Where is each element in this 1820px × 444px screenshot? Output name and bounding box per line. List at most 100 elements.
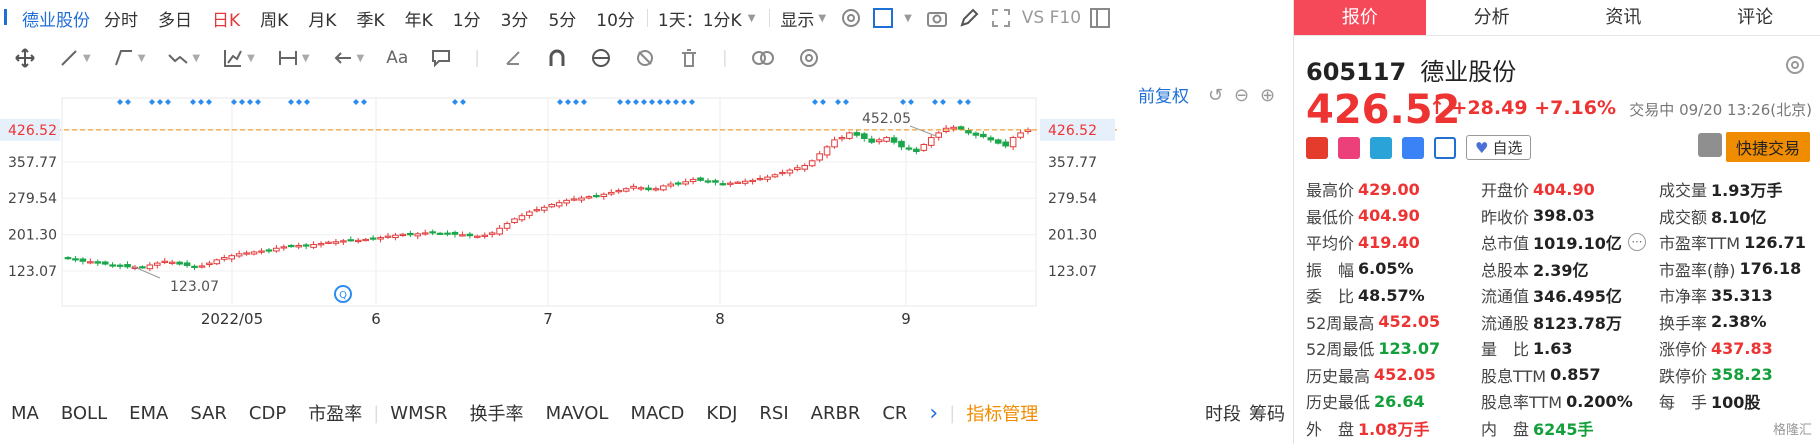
flash-icon[interactable]	[1338, 136, 1360, 159]
indicator-SAR[interactable]: SAR	[190, 402, 227, 424]
lock-drawings-icon[interactable]	[590, 47, 612, 69]
interval-select[interactable]: 1天：1分K	[657, 10, 742, 31]
indicator-WMSR[interactable]: WMSR	[390, 402, 448, 424]
indicator-KDJ[interactable]: KDJ	[706, 402, 738, 424]
event-marker[interactable]	[908, 99, 914, 105]
pencil-icon[interactable]	[958, 7, 980, 29]
side-tab-时段[interactable]: 时段	[1205, 404, 1241, 425]
event-marker[interactable]	[255, 99, 261, 105]
compare-icon[interactable]	[750, 47, 776, 69]
event-marker[interactable]	[304, 99, 310, 105]
event-marker[interactable]	[157, 99, 163, 105]
event-marker[interactable]	[673, 99, 679, 105]
comment-tool-icon[interactable]	[430, 47, 452, 69]
indicator-CR[interactable]: CR	[882, 402, 908, 424]
event-marker[interactable]	[573, 99, 579, 105]
event-marker[interactable]	[625, 99, 631, 105]
indicator-manage-button[interactable]: 指标管理	[966, 404, 1039, 425]
move-icon[interactable]	[14, 47, 36, 69]
indicator-CDP[interactable]: CDP	[248, 402, 287, 424]
wave-tool-icon[interactable]: ▼	[167, 47, 200, 69]
period-1[interactable]: 分时	[104, 10, 138, 31]
event-marker[interactable]	[125, 99, 131, 105]
event-marker[interactable]	[361, 99, 367, 105]
period-11[interactable]: 10分	[596, 10, 635, 31]
tab-news[interactable]: 资讯	[1605, 7, 1642, 28]
period-10[interactable]: 5分	[548, 10, 577, 31]
event-marker[interactable]	[165, 99, 171, 105]
event-marker[interactable]	[843, 99, 849, 105]
event-marker[interactable]	[581, 99, 587, 105]
panel-toggle-icon[interactable]	[1089, 7, 1111, 29]
vs-f10-button[interactable]: VS F10	[1021, 8, 1082, 28]
event-marker[interactable]	[932, 99, 938, 105]
event-marker[interactable]	[353, 99, 359, 105]
fib-tool-icon[interactable]: ▼	[222, 47, 255, 69]
event-marker[interactable]	[681, 99, 687, 105]
period-9[interactable]: 3分	[500, 10, 529, 31]
tag-icon[interactable]	[1402, 136, 1424, 159]
event-marker[interactable]	[452, 99, 458, 105]
indicator-EMA[interactable]: EMA	[129, 402, 169, 424]
event-marker[interactable]	[231, 99, 237, 105]
kline-chart[interactable]: 426.52 426.52 357.77 357.77 279.54 279.54 201.…	[0, 76, 1293, 384]
camera-icon[interactable]	[926, 7, 948, 29]
drawing-settings-icon[interactable]	[798, 47, 820, 69]
event-marker[interactable]	[957, 99, 963, 105]
color-square-icon[interactable]	[872, 7, 894, 29]
event-marker[interactable]	[820, 99, 826, 105]
indicator-MA[interactable]: MA	[11, 402, 39, 424]
stock-name-tab[interactable]: 德业股份	[0, 6, 90, 31]
period-4[interactable]: 周K	[260, 10, 289, 31]
indicator-MACD[interactable]: MACD	[630, 402, 685, 424]
text-tool-icon[interactable]: Aa	[386, 48, 409, 68]
period-8[interactable]: 1分	[452, 10, 481, 31]
more-icon[interactable]: ⋯	[1627, 233, 1646, 252]
indicator-换手率[interactable]: 换手率	[469, 404, 524, 425]
tab-analysis[interactable]: 分析	[1473, 7, 1510, 28]
hide-drawings-icon[interactable]	[634, 47, 656, 69]
event-marker[interactable]	[900, 99, 906, 105]
channel-tool-icon[interactable]: ▼	[113, 47, 145, 69]
chevron-right-icon[interactable]: ›	[929, 400, 939, 426]
zoom-in-icon[interactable]: ⊕	[1260, 85, 1276, 106]
event-marker[interactable]	[649, 99, 655, 105]
event-marker[interactable]	[689, 99, 695, 105]
event-marker[interactable]	[657, 99, 663, 105]
undo-icon[interactable]: ↺	[1208, 85, 1224, 106]
indicator-市盈率[interactable]: 市盈率	[308, 404, 363, 425]
add-watchlist-button[interactable]: ♥ 自选	[1466, 135, 1532, 160]
event-marker[interactable]	[288, 99, 294, 105]
quick-trade-button[interactable]: 快捷交易	[1725, 132, 1810, 162]
event-marker[interactable]	[247, 99, 253, 105]
event-marker[interactable]	[633, 99, 639, 105]
shuffle-icon[interactable]	[1370, 136, 1392, 159]
event-marker[interactable]	[460, 99, 466, 105]
magnet-icon[interactable]	[546, 47, 568, 69]
event-marker[interactable]	[940, 99, 946, 105]
q-marker-icon[interactable]	[334, 285, 352, 303]
price-adjust-select[interactable]: 前复权	[1138, 87, 1189, 107]
measure-tool-icon[interactable]: ▼	[277, 47, 310, 69]
tab-quote[interactable]: 报价	[1294, 0, 1426, 35]
period-5[interactable]: 月K	[308, 10, 337, 31]
bell-icon[interactable]	[1698, 133, 1722, 157]
arrow-tool-icon[interactable]: ▼	[332, 47, 364, 69]
period-2[interactable]: 多日	[158, 10, 192, 31]
period-3[interactable]: 日K	[212, 10, 241, 31]
indicator-RSI[interactable]: RSI	[759, 402, 789, 424]
event-marker[interactable]	[296, 99, 302, 105]
event-marker[interactable]	[617, 99, 623, 105]
event-marker[interactable]	[565, 99, 571, 105]
trash-icon[interactable]	[678, 47, 700, 69]
zoom-out-icon[interactable]: ⊖	[1234, 85, 1250, 106]
event-marker[interactable]	[641, 99, 647, 105]
period-6[interactable]: 季K	[356, 10, 385, 31]
event-marker[interactable]	[665, 99, 671, 105]
event-marker[interactable]	[239, 99, 245, 105]
event-marker[interactable]	[835, 99, 841, 105]
side-tab-筹码[interactable]: 筹码	[1249, 404, 1285, 425]
event-marker[interactable]	[965, 99, 971, 105]
indicator-ARBR[interactable]: ARBR	[810, 402, 861, 424]
event-marker[interactable]	[190, 99, 196, 105]
